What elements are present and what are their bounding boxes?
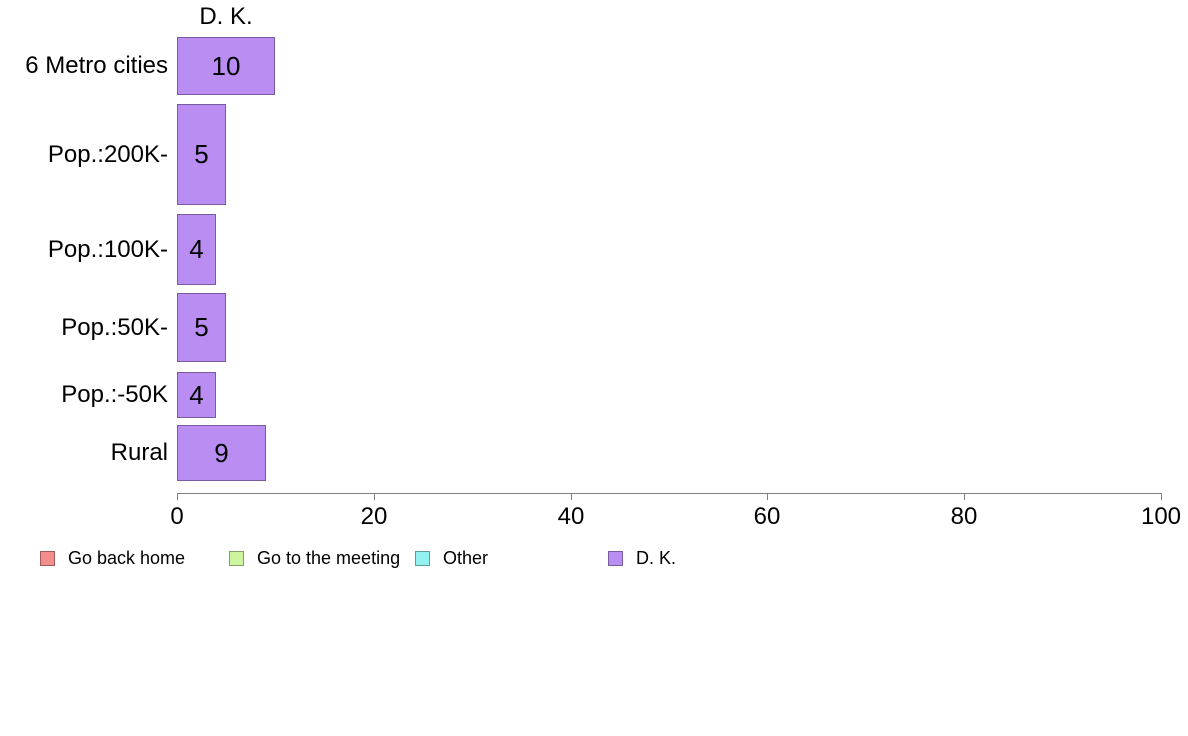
- axis-tick: [964, 493, 965, 500]
- bar: 4: [177, 214, 216, 285]
- axis-tick: [177, 493, 178, 500]
- axis-tick-label: 20: [360, 503, 388, 530]
- legend-item: D. K.: [608, 547, 676, 569]
- axis-tick: [767, 493, 768, 500]
- category-label: Pop.:-50K: [61, 381, 168, 408]
- legend-item: Other: [415, 547, 488, 569]
- bar-value-label: 4: [189, 234, 204, 264]
- bar: 9: [177, 425, 266, 481]
- legend-swatch: [229, 550, 244, 566]
- axis-tick-label: 0: [170, 503, 184, 530]
- legend-swatch: [415, 550, 430, 566]
- axis-tick: [1161, 493, 1162, 500]
- category-label: 6 Metro cities: [25, 52, 168, 79]
- bar-value-label: 10: [211, 50, 241, 81]
- legend-swatch: [608, 550, 623, 566]
- axis-tick-label: 80: [950, 503, 978, 530]
- legend-label: D. K.: [636, 547, 677, 568]
- bar-value-label: 5: [194, 312, 209, 342]
- bar-value-label: 4: [189, 379, 204, 410]
- category-label: Rural: [110, 439, 168, 466]
- bar: 5: [177, 104, 226, 205]
- bar-value-label: 9: [214, 437, 229, 468]
- legend-label: Other: [443, 547, 489, 568]
- legend-item: Go to the meeting: [229, 547, 400, 569]
- axis-tick-label: 40: [557, 503, 585, 530]
- legend-label: Go back home: [68, 547, 186, 568]
- category-label: Pop.:50K-: [61, 313, 168, 341]
- category-label: Pop.:100K-: [47, 235, 168, 263]
- axis-tick: [571, 493, 572, 500]
- axis-tick-label: 60: [753, 503, 781, 530]
- axis-tick: [374, 493, 375, 500]
- legend-swatch: [40, 550, 55, 566]
- category-label: Pop.:200K-: [47, 140, 168, 168]
- bar: 10: [177, 37, 275, 95]
- bar: 5: [177, 293, 226, 362]
- legend-item: Go back home: [40, 547, 185, 569]
- axis-tick-label: 100: [1140, 503, 1182, 530]
- bar: 4: [177, 372, 216, 418]
- legend-label: Go to the meeting: [257, 547, 401, 568]
- bar-value-label: 5: [194, 139, 209, 169]
- x-axis-line: [177, 493, 1162, 494]
- chart-title: D. K.: [199, 3, 253, 30]
- legend: Go back home Go to the meeting Other D. K.: [0, 547, 1188, 569]
